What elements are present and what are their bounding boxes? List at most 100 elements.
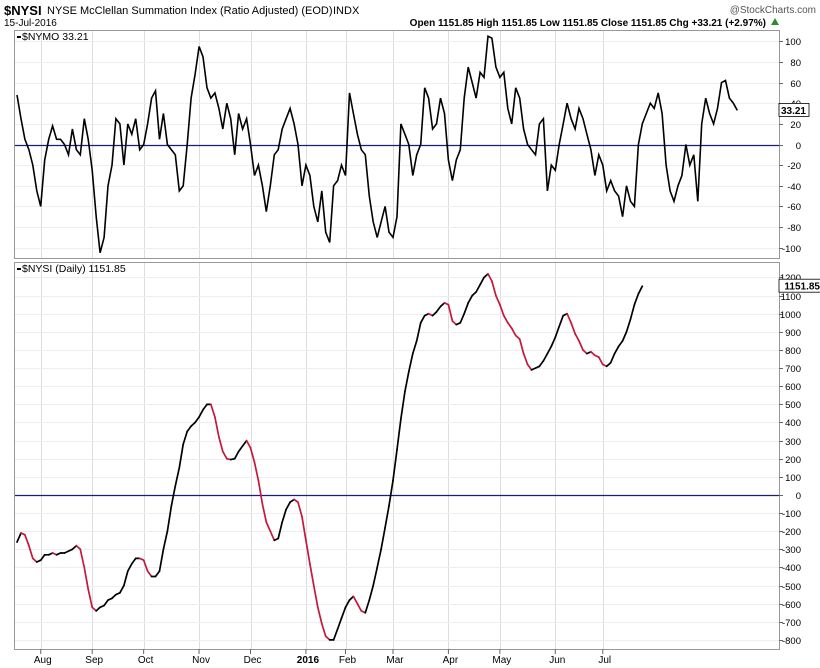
nymo-y-tick-label: -40: [787, 182, 801, 193]
nysi-line-segment: [142, 559, 149, 572]
nysi-line-segment: [463, 302, 470, 315]
nysi-y-tick-label: 0: [796, 491, 801, 502]
nysi-line-segment: [111, 593, 117, 600]
nysi-line-segment: [269, 530, 276, 542]
nysi-line-segment: [356, 602, 363, 612]
nysi-line-segment: [146, 570, 153, 578]
nysi-line-segment: [130, 557, 137, 565]
nysi-line-segment: [261, 503, 268, 523]
nysi-line-segment: [83, 566, 90, 591]
nysi-line-segment: [384, 504, 390, 529]
nymo-legend: $NYMO 33.21: [22, 31, 89, 43]
x-axis-label: May: [492, 655, 511, 666]
nysi-line-segment: [471, 291, 477, 297]
nysi-line-segment: [210, 403, 216, 418]
nysi-line-segment: [605, 361, 612, 368]
nysi-line-segment: [79, 548, 86, 569]
nysi-y-tick-label: -400: [782, 563, 801, 574]
nysi-line-segment: [404, 370, 410, 393]
index-name: NYSE McClellan Summation Index (Ratio Ad…: [47, 5, 333, 17]
nysi-line-segment: [123, 570, 129, 587]
nysi-last-value: 1151.85: [778, 278, 820, 293]
nysi-line-segment: [372, 566, 379, 587]
nysi-line-segment: [633, 292, 640, 306]
nysi-line-segment: [558, 314, 565, 328]
nysi-line-segment: [522, 352, 529, 366]
nysi-line-segment: [518, 338, 525, 355]
nysi-line-segment: [312, 584, 319, 609]
nysi-line-segment: [265, 521, 272, 533]
nysi-line-segment: [491, 280, 497, 297]
nysi-line-segment: [285, 501, 291, 511]
nysi-line-segment: [388, 479, 394, 507]
nymo-y-tick-label: 0: [796, 141, 801, 152]
nysi-y-tick-label: 1100: [781, 292, 801, 303]
nysi-line-segment: [241, 439, 248, 447]
nysi-y-tick-label: 100: [785, 473, 801, 484]
nysi-line-segment: [245, 439, 252, 449]
nysi-line-segment: [316, 606, 323, 625]
nysi-line-segment: [221, 450, 228, 460]
nysi-y-tick-label: -500: [782, 582, 801, 593]
nysi-line-segment: [253, 461, 260, 482]
nysi-line-segment: [526, 363, 533, 371]
nysi-y-tick-label: 300: [785, 437, 801, 448]
nysi-line-segment: [320, 622, 327, 638]
nysi-line-segment: [71, 544, 78, 551]
nysi-y-tick-label: 400: [785, 418, 801, 429]
nysi-line-segment: [570, 321, 576, 335]
nymo-y-tick-label: 20: [790, 120, 801, 131]
nysi-line-segment: [396, 417, 402, 451]
nysi-line-segment: [352, 595, 359, 605]
nysi-line-segment: [16, 532, 22, 543]
nymo-y-tick-label: -80: [787, 223, 801, 234]
nysi-line-segment: [87, 588, 94, 609]
x-axis-label: Jun: [549, 655, 565, 666]
nysi-line-segment: [625, 318, 632, 333]
symbol-title: $NYSI: [4, 3, 42, 18]
nymo-y-tick-label: -100: [782, 244, 801, 255]
nysi-y-tick-label: 500: [785, 400, 801, 411]
nysi-line-segment: [233, 450, 240, 460]
nysi-line-segment: [582, 349, 588, 355]
nysi-panel: -800 -700 -600 -500 -400 -300 -200 -100 0 100 200 3…: [14, 262, 820, 650]
nysi-line-segment: [305, 539, 311, 565]
nysi-line-segment: [550, 336, 557, 348]
nysi-line-segment: [566, 312, 572, 324]
nysi-line-segment: [174, 466, 181, 487]
nymo-last-value-text: 33.21: [781, 106, 806, 117]
nysi-line-segment: [502, 314, 509, 324]
nysi-line-segment: [483, 273, 489, 279]
nysi-line-segment: [162, 530, 169, 551]
nysi-line-segment: [380, 526, 386, 551]
nysi-line-segment: [431, 311, 438, 317]
nysi-line-segment: [415, 321, 422, 342]
nysi-line-segment: [186, 425, 192, 433]
nysi-line-segment: [451, 320, 458, 326]
nymo-y-tick-label: 80: [790, 58, 801, 69]
nysi-line-segment: [297, 501, 303, 518]
nysi-line-segment: [39, 553, 46, 562]
nymo-series-line: [16, 34, 739, 254]
nysi-line-segment: [301, 515, 307, 542]
nysi-y-tick-label: -700: [782, 618, 801, 629]
nysi-line-segment: [514, 334, 521, 340]
nysi-y-tick-label: -200: [782, 527, 801, 538]
nysi-y-tick-label: 1000: [780, 310, 801, 321]
nysi-line-segment: [95, 606, 101, 612]
nysi-line-segment: [590, 350, 596, 357]
change-up-arrow-icon: [771, 18, 779, 25]
nysi-line-segment: [190, 421, 196, 427]
nysi-line-segment: [281, 508, 287, 523]
nysi-line-segment: [597, 356, 604, 366]
nysi-y-tick-label: -600: [782, 600, 801, 611]
nysi-line-segment: [249, 446, 256, 464]
nysi-line-segment: [214, 416, 220, 438]
nysi-series-line: [16, 273, 644, 641]
nysi-line-segment: [479, 276, 485, 286]
nysi-line-segment: [613, 345, 620, 355]
nysi-line-segment: [637, 285, 644, 295]
nysi-line-segment: [621, 331, 628, 342]
nysi-line-segment: [629, 303, 636, 321]
x-axis-label: Sep: [85, 655, 103, 666]
